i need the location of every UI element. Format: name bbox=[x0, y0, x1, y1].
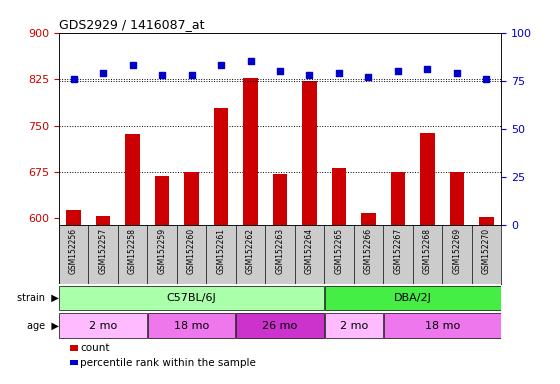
Text: GSM152268: GSM152268 bbox=[423, 228, 432, 274]
Text: GSM152262: GSM152262 bbox=[246, 228, 255, 274]
Point bbox=[69, 76, 78, 82]
Point bbox=[187, 72, 196, 78]
Text: GSM152256: GSM152256 bbox=[69, 228, 78, 274]
Bar bbox=[155, 176, 169, 384]
Bar bbox=[273, 174, 287, 384]
Text: 2 mo: 2 mo bbox=[89, 321, 117, 331]
Point bbox=[217, 62, 226, 68]
Bar bbox=[184, 172, 199, 384]
Text: GSM152259: GSM152259 bbox=[157, 228, 166, 274]
Bar bbox=[325, 313, 382, 338]
Bar bbox=[96, 216, 110, 384]
Point bbox=[128, 62, 137, 68]
Text: DBA/2J: DBA/2J bbox=[394, 293, 432, 303]
Text: GSM152270: GSM152270 bbox=[482, 228, 491, 274]
Point bbox=[99, 70, 108, 76]
Text: 18 mo: 18 mo bbox=[424, 321, 460, 331]
Text: 18 mo: 18 mo bbox=[174, 321, 209, 331]
Point bbox=[394, 68, 403, 74]
Text: GSM152264: GSM152264 bbox=[305, 228, 314, 274]
Text: count: count bbox=[80, 343, 110, 353]
Text: GSM152260: GSM152260 bbox=[187, 228, 196, 274]
Text: 26 mo: 26 mo bbox=[263, 321, 297, 331]
Text: 2 mo: 2 mo bbox=[339, 321, 368, 331]
Point bbox=[305, 72, 314, 78]
Bar bbox=[243, 78, 258, 384]
Text: percentile rank within the sample: percentile rank within the sample bbox=[80, 358, 256, 367]
Bar bbox=[236, 313, 324, 338]
Bar bbox=[213, 108, 228, 384]
Bar bbox=[59, 313, 147, 338]
Bar bbox=[390, 172, 405, 384]
Text: GSM152258: GSM152258 bbox=[128, 228, 137, 274]
Bar bbox=[302, 81, 317, 384]
Text: age  ▶: age ▶ bbox=[27, 321, 59, 331]
Text: GSM152257: GSM152257 bbox=[99, 228, 108, 274]
Bar bbox=[148, 313, 235, 338]
Point bbox=[246, 58, 255, 65]
Point bbox=[452, 70, 461, 76]
Text: GSM152267: GSM152267 bbox=[394, 228, 403, 274]
Point bbox=[364, 74, 373, 80]
Point bbox=[423, 66, 432, 72]
Bar bbox=[59, 286, 324, 310]
Point bbox=[334, 70, 343, 76]
Bar bbox=[450, 172, 464, 384]
Bar bbox=[361, 213, 376, 384]
Text: strain  ▶: strain ▶ bbox=[17, 293, 59, 303]
Text: GDS2929 / 1416087_at: GDS2929 / 1416087_at bbox=[59, 18, 204, 31]
Bar bbox=[325, 286, 501, 310]
Bar bbox=[332, 168, 346, 384]
Text: C57BL/6J: C57BL/6J bbox=[167, 293, 216, 303]
Bar bbox=[420, 133, 435, 384]
Text: GSM152263: GSM152263 bbox=[276, 228, 284, 274]
Text: GSM152265: GSM152265 bbox=[334, 228, 343, 274]
Bar bbox=[479, 217, 494, 384]
Point bbox=[482, 76, 491, 82]
Bar bbox=[384, 313, 501, 338]
Text: GSM152269: GSM152269 bbox=[452, 228, 461, 274]
Point bbox=[157, 72, 166, 78]
Text: GSM152266: GSM152266 bbox=[364, 228, 373, 274]
Bar bbox=[125, 134, 140, 384]
Text: GSM152261: GSM152261 bbox=[217, 228, 226, 274]
Bar bbox=[66, 210, 81, 384]
Point bbox=[276, 68, 284, 74]
